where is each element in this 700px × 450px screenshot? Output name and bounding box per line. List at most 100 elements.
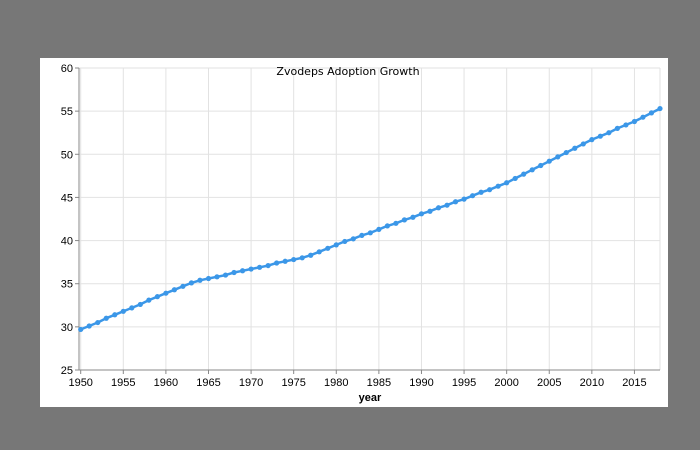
data-point xyxy=(623,122,629,128)
data-point xyxy=(120,308,126,314)
x-tick-label: 1970 xyxy=(239,377,263,389)
data-point xyxy=(452,199,459,205)
data-point xyxy=(384,223,390,229)
y-tick-label: 50 xyxy=(61,149,73,161)
data-point xyxy=(393,220,399,226)
x-tick-label: 1980 xyxy=(324,377,348,389)
x-tick-label: 1965 xyxy=(196,377,220,389)
data-point xyxy=(146,297,152,303)
y-tick-label: 60 xyxy=(61,63,73,75)
data-point xyxy=(401,217,408,223)
data-point xyxy=(214,274,220,280)
y-tick-label: 25 xyxy=(61,365,73,377)
x-tick-label: 1955 xyxy=(111,377,135,389)
chart-panel: 1950 1955 1960 1965 1970 1975 1980 1985 1990 1995… xyxy=(40,58,668,407)
x-tick-label: 2000 xyxy=(494,377,518,389)
data-point xyxy=(504,180,510,186)
data-point xyxy=(137,301,143,308)
data-point xyxy=(78,326,84,333)
data-point xyxy=(478,189,484,195)
data-point xyxy=(308,252,314,258)
data-series xyxy=(78,105,663,333)
data-point xyxy=(129,305,135,311)
data-point xyxy=(555,154,561,160)
data-point xyxy=(239,268,246,274)
data-point xyxy=(205,275,212,282)
data-point xyxy=(376,226,382,232)
data-point xyxy=(154,294,160,300)
data-point xyxy=(222,272,229,278)
x-tick-label: 2015 xyxy=(622,377,646,389)
data-point xyxy=(529,167,535,173)
data-point xyxy=(546,158,552,164)
y-tick-label: 35 xyxy=(61,279,73,291)
data-point xyxy=(257,264,263,270)
y-tick-label: 45 xyxy=(61,192,73,204)
data-point xyxy=(461,196,467,202)
data-point xyxy=(469,193,476,199)
axes xyxy=(78,68,660,371)
data-point xyxy=(563,149,569,156)
data-point xyxy=(580,141,586,147)
data-point xyxy=(350,236,356,242)
data-point xyxy=(188,280,195,286)
data-point xyxy=(265,262,271,269)
data-point xyxy=(325,245,331,251)
x-tick-label: 2005 xyxy=(537,377,561,389)
data-point xyxy=(631,118,638,125)
data-point xyxy=(435,205,442,211)
data-point xyxy=(274,260,280,266)
data-point xyxy=(606,130,612,136)
x-axis-title: year xyxy=(359,392,382,404)
data-point xyxy=(342,238,348,245)
data-point xyxy=(103,315,109,321)
x-tick-label: 1975 xyxy=(281,377,305,389)
data-point xyxy=(589,137,595,143)
series-line xyxy=(80,107,661,331)
data-point xyxy=(640,114,646,120)
x-tick-label: 2010 xyxy=(580,377,604,389)
y-tick-label: 55 xyxy=(61,106,73,118)
data-point xyxy=(367,230,373,236)
data-point xyxy=(418,211,425,217)
data-point xyxy=(359,232,365,238)
x-tick-label: 1950 xyxy=(68,377,92,389)
data-point xyxy=(572,145,578,151)
data-point xyxy=(197,277,203,283)
y-axis-ticks: 25 30 35 40 45 50 55 60 xyxy=(61,63,79,377)
data-point xyxy=(86,323,92,329)
y-tick-label: 30 xyxy=(61,322,73,334)
y-gridlines xyxy=(79,67,660,371)
data-point xyxy=(282,258,288,264)
data-point xyxy=(597,133,603,139)
data-point xyxy=(163,290,169,296)
data-point xyxy=(333,242,339,248)
data-point xyxy=(487,187,493,193)
data-point xyxy=(512,175,518,182)
y-tick-label: 40 xyxy=(61,236,73,248)
data-point xyxy=(648,110,655,116)
data-point xyxy=(657,105,663,112)
data-point xyxy=(95,319,101,326)
x-tick-label: 1990 xyxy=(409,377,433,389)
x-tick-label: 1995 xyxy=(452,377,476,389)
data-point xyxy=(495,183,501,189)
data-point xyxy=(427,208,433,214)
data-point xyxy=(410,214,416,220)
data-point xyxy=(316,249,322,255)
data-point xyxy=(248,266,254,272)
data-point xyxy=(112,312,118,318)
data-point xyxy=(291,256,297,263)
data-point xyxy=(180,283,186,289)
data-point xyxy=(444,202,450,208)
data-point xyxy=(299,255,305,261)
x-tick-label: 1960 xyxy=(154,377,178,389)
x-tick-label: 1985 xyxy=(367,377,391,389)
data-point xyxy=(171,287,178,293)
x-gridlines xyxy=(80,68,661,370)
data-point xyxy=(231,269,237,276)
line-chart: 1950 1955 1960 1965 1970 1975 1980 1985 1990 1995… xyxy=(61,63,663,404)
data-point xyxy=(614,125,621,131)
x-axis-ticks: 1950 1955 1960 1965 1970 1975 1980 1985 1990 1995… xyxy=(68,370,647,389)
data-point xyxy=(538,162,544,169)
